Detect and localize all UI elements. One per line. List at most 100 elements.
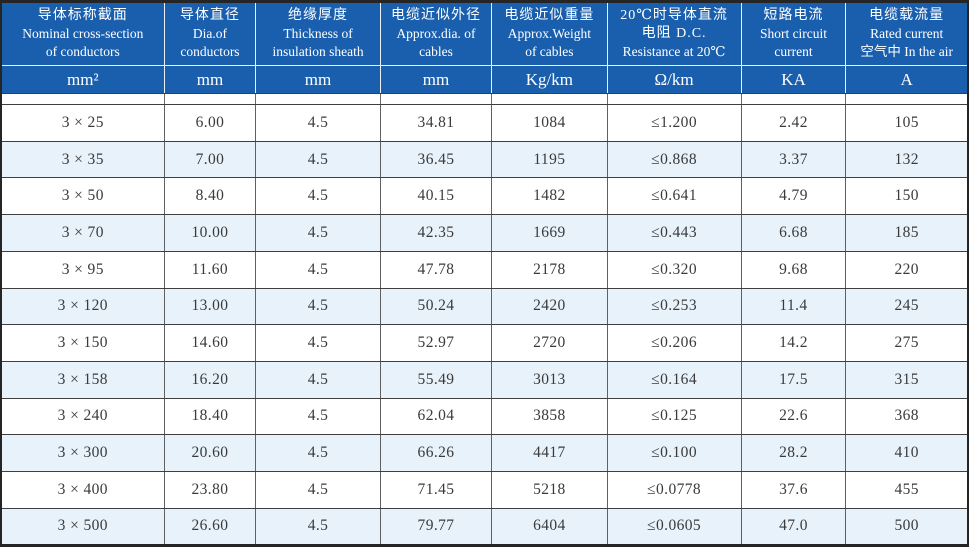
table-cell: 6.68 <box>741 214 847 252</box>
header-en-label: cables <box>419 44 453 59</box>
table-cell: 34.81 <box>380 104 493 142</box>
table-row: 3 × 400 23.80 4.5 71.45 5218 ≤0.0778 37.6 455 <box>2 471 967 509</box>
header-en-label: Resistance at 20℃ <box>622 44 726 59</box>
table-row: 3 × 50 8.40 4.5 40.15 1482 ≤0.641 4.79 150 <box>2 177 967 216</box>
unit-cell: Kg/km <box>491 65 608 94</box>
table-cell: ≤0.320 <box>607 251 742 289</box>
table-cell: 6.00 <box>164 104 257 142</box>
unit-cell: mm² <box>2 65 165 94</box>
table-cell: 3 × 240 <box>2 398 165 436</box>
table-cell: 52.97 <box>380 324 493 362</box>
table-cell: 4.79 <box>741 177 847 216</box>
table-cell: 1482 <box>491 177 608 216</box>
header-en-label: of cables <box>525 44 574 59</box>
table-cell: 3 × 70 <box>2 214 165 252</box>
header-zh-label: 绝缘厚度 <box>288 8 349 23</box>
table-row: 3 × 25 6.00 4.5 34.81 1084 ≤1.200 2.42 105 <box>2 104 967 142</box>
table-cell: 42.35 <box>380 214 493 252</box>
table-cell: 3.37 <box>741 141 847 179</box>
header-en-label: insulation sheath <box>272 44 364 59</box>
table-cell: ≤0.164 <box>607 361 742 399</box>
table-cell: 14.2 <box>741 324 847 362</box>
table-cell: ≤1.200 <box>607 104 742 142</box>
header-rated-current: 电缆载流量 Rated current 空气中 In the air <box>845 3 967 66</box>
table-cell: ≤0.100 <box>607 434 742 473</box>
header-row: 导体标称截面 Nominal cross-section of conducto… <box>2 3 967 66</box>
table-cell: 8.40 <box>164 177 257 216</box>
table-cell: 10.00 <box>164 214 257 252</box>
header-en-label: Nominal cross-section <box>22 26 144 41</box>
table-cell: 11.4 <box>741 288 847 326</box>
table-body: 3 × 25 6.00 4.5 34.81 1084 ≤1.200 2.42 105 3 × … <box>2 104 967 544</box>
table-cell: 55.49 <box>380 361 493 399</box>
unit-cell: mm <box>380 65 493 94</box>
table-row: 3 × 150 14.60 4.5 52.97 2720 ≤0.206 14.2 275 <box>2 324 967 362</box>
table-cell: 4.5 <box>255 324 381 362</box>
table-cell: 3858 <box>491 398 608 436</box>
table-cell: 500 <box>845 508 967 544</box>
table-cell: ≤0.641 <box>607 177 742 216</box>
table-cell: 26.60 <box>164 508 257 544</box>
table-cell: 50.24 <box>380 288 493 326</box>
table-cell: ≤0.206 <box>607 324 742 362</box>
header-en-label: Approx.dia. of <box>396 26 476 41</box>
table-cell: 4.5 <box>255 177 381 216</box>
table-row: 3 × 500 26.60 4.5 79.77 6404 ≤0.0605 47.0 500 <box>2 508 967 544</box>
header-en-label: Short circuit <box>759 26 828 41</box>
table-cell: ≤0.868 <box>607 141 742 179</box>
header-en-label: of conductors <box>45 44 120 59</box>
table-cell: 3 × 158 <box>2 361 165 399</box>
header-zh-label: 短路电流 <box>763 8 824 23</box>
table-cell: 28.2 <box>741 434 847 473</box>
table-cell: 2.42 <box>741 104 847 142</box>
table-cell: 410 <box>845 434 967 473</box>
table-cell: 3 × 50 <box>2 177 165 216</box>
table-cell: 4.5 <box>255 398 381 436</box>
header-en-label: 空气中 In the air <box>860 44 953 59</box>
unit-cell: A <box>845 65 967 94</box>
table-cell: 11.60 <box>164 251 257 289</box>
table-cell: 4.5 <box>255 104 381 142</box>
table-cell: 1084 <box>491 104 608 142</box>
table-cell: 62.04 <box>380 398 493 436</box>
table-cell: 2178 <box>491 251 608 289</box>
table-cell: ≤0.0605 <box>607 508 742 544</box>
header-approx-dia-of-cables: 电缆近似外径 Approx.dia. of cables <box>380 3 493 66</box>
table-cell: 23.80 <box>164 471 257 509</box>
table-cell: 3013 <box>491 361 608 399</box>
unit-cell: Ω/km <box>607 65 742 94</box>
header-dia-of-conductors: 导体直径 Dia.of conductors <box>164 3 257 66</box>
table-row: 3 × 300 20.60 4.5 66.26 4417 ≤0.100 28.2 410 <box>2 434 967 473</box>
table-cell: 71.45 <box>380 471 493 509</box>
table-cell: 4.5 <box>255 434 381 473</box>
table-cell: 315 <box>845 361 967 399</box>
table-cell: 1669 <box>491 214 608 252</box>
table-cell: 150 <box>845 177 967 216</box>
table-cell: 7.00 <box>164 141 257 179</box>
header-en-label: Approx.Weight <box>507 26 592 41</box>
header-en-label: current <box>774 44 813 59</box>
table-cell: ≤0.253 <box>607 288 742 326</box>
table-cell: 5218 <box>491 471 608 509</box>
table-cell: 220 <box>845 251 967 289</box>
table-cell: 36.45 <box>380 141 493 179</box>
table-cell: 14.60 <box>164 324 257 362</box>
unit-cell: mm <box>164 65 257 94</box>
table-row: 3 × 158 16.20 4.5 55.49 3013 ≤0.164 17.5 315 <box>2 361 967 399</box>
table-cell: 66.26 <box>380 434 493 473</box>
table-cell: 4.5 <box>255 471 381 509</box>
spec-table: 导体标称截面 Nominal cross-section of conducto… <box>2 3 967 544</box>
table-cell: 132 <box>845 141 967 179</box>
table-cell: 368 <box>845 398 967 436</box>
table-cell: 105 <box>845 104 967 142</box>
header-zh-label: 导体直径 <box>179 8 240 23</box>
table-cell: 3 × 400 <box>2 471 165 509</box>
table-cell: 3 × 500 <box>2 508 165 544</box>
header-short-circuit-current: 短路电流 Short circuit current <box>741 3 847 66</box>
header-en-label: Rated current <box>870 26 944 41</box>
table-cell: 3 × 150 <box>2 324 165 362</box>
table-cell: 16.20 <box>164 361 257 399</box>
table-cell: 3 × 25 <box>2 104 165 142</box>
table-cell: 40.15 <box>380 177 493 216</box>
